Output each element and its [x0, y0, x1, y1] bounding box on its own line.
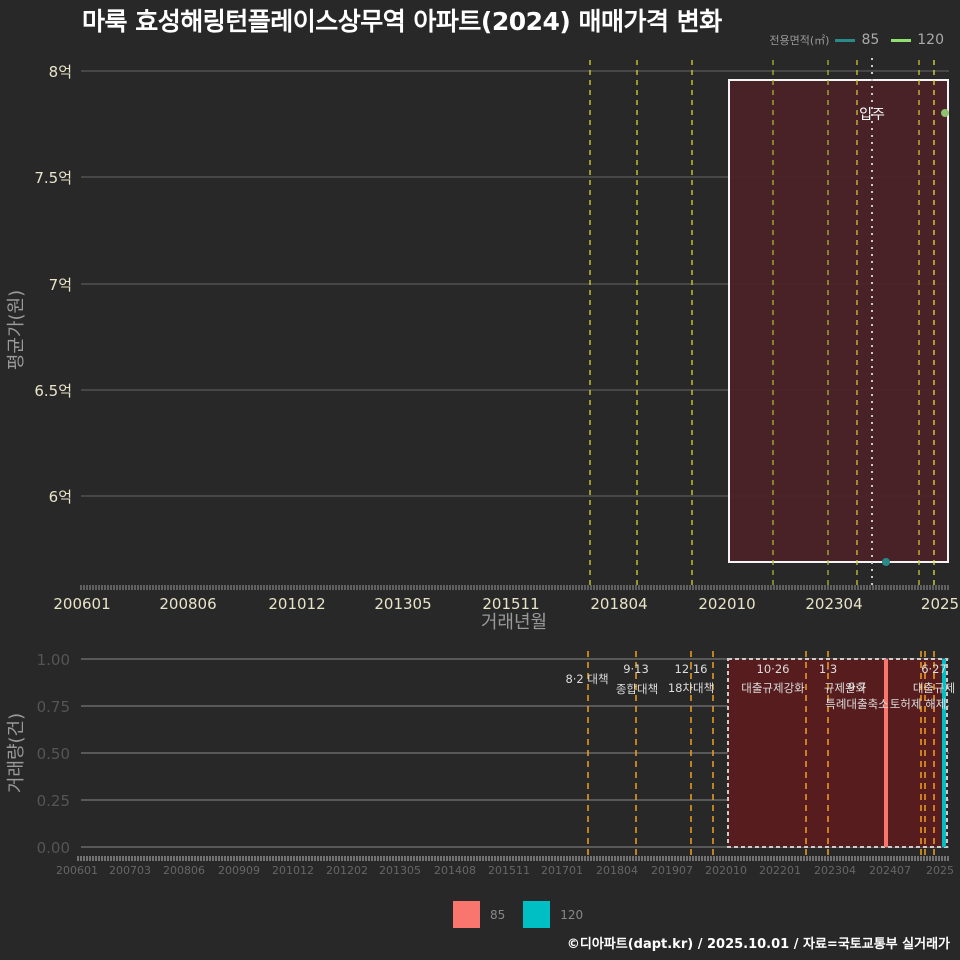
policy-annotation: 10·26 [757, 662, 790, 676]
policy-annotation: 토허제 해제 [890, 697, 947, 711]
x-tick-label: 202201 [759, 864, 801, 877]
x-tick-label: 200601 [53, 595, 110, 613]
x-tick-label: 200703 [109, 864, 151, 877]
x-tick-label: 201408 [434, 864, 476, 877]
x-tick-label: 202010 [705, 864, 747, 877]
y-axis-title: 평균가(원) [6, 290, 27, 370]
policy-annotation: 18차대책 [668, 681, 714, 695]
legend-box-120 [523, 901, 551, 928]
legend-swatch-120 [891, 38, 912, 42]
policy-annotation: 8·2 대책 [565, 672, 608, 686]
policy-annotation: 12·16 [675, 662, 708, 676]
legend-label-120: 120 [917, 32, 944, 48]
y-tick-label: 6억 [49, 488, 72, 506]
y-tick-label: 7억 [49, 276, 72, 294]
x-tick-label: 201511 [482, 595, 539, 613]
x-tick-label: 200909 [218, 864, 260, 877]
data-point-85 [882, 558, 890, 566]
y-tick-label: 0.50 [37, 745, 70, 763]
data-point-120 [941, 109, 949, 117]
y-tick-label: 6.5억 [34, 382, 72, 400]
policy-annotation: 대출규제 [913, 681, 955, 695]
x-tick-label: 201907 [651, 864, 693, 877]
period-highlight-rect [728, 79, 949, 563]
x-tick-label: 201012 [272, 864, 314, 877]
x-tick-label: 201701 [541, 864, 583, 877]
policy-annotation: 특례대출축소 [825, 697, 888, 711]
legend-label-85: 85 [861, 32, 880, 48]
x-tick-label: 202407 [869, 864, 911, 877]
policy-annotation: 1·3 [819, 662, 837, 676]
x-tick-label: 200601 [56, 864, 98, 877]
x-tick-label: 202010 [698, 595, 755, 613]
bottom-legend: 85 120 [453, 901, 583, 928]
x-tick-label: 2025 [926, 864, 954, 877]
x-tick-label: 2025 [921, 595, 959, 613]
x-tick-label: 201202 [326, 864, 368, 877]
y-tick-label: 8억 [49, 63, 72, 81]
y-axis-title: 거래량(건) [6, 713, 27, 793]
legend-bot-label-120: 120 [560, 907, 584, 922]
y-tick-label: 1.00 [37, 651, 70, 669]
policy-annotation: 종합대책 [616, 682, 658, 696]
policy-annotation: 대출규제강화 [741, 681, 805, 695]
policy-annotation: 9·13 [623, 662, 649, 676]
bar-120 [942, 659, 946, 847]
x-tick-label: 200806 [163, 864, 205, 877]
chart-title: 마룩 효성해링턴플레이스상무역 아파트(2024) 매매가격 변화 [82, 7, 722, 36]
legend-title: 전용면적(㎡) [769, 34, 830, 47]
x-tick-label: 201305 [379, 864, 421, 877]
x-tick-label: 201012 [268, 595, 325, 613]
x-tick-label: 202304 [814, 864, 856, 877]
y-tick-label: 0.75 [37, 698, 70, 716]
legend-bot-label-85: 85 [490, 907, 506, 922]
legend-swatch-85 [835, 38, 856, 42]
legend-box-85 [453, 901, 480, 928]
y-tick-label: 7.5억 [34, 169, 72, 187]
y-tick-label: 0.00 [37, 839, 70, 857]
top-legend: 전용면적(㎡) 85 120 [769, 32, 950, 48]
period-highlight-rect [727, 658, 948, 848]
x-tick-label: 200806 [159, 595, 216, 613]
y-tick-label: 0.25 [37, 792, 70, 810]
x-tick-label: 201305 [374, 595, 431, 613]
x-tick-label: 201804 [590, 595, 647, 613]
x-tick-label: 202304 [805, 595, 862, 613]
x-axis-title: 거래년월 [481, 612, 547, 633]
bar-85 [884, 659, 888, 847]
move-in-label: 입주 [859, 107, 885, 123]
policy-annotation: 규제완화 [824, 681, 867, 695]
x-tick-label: 201511 [488, 864, 530, 877]
credit-text: ©디아파트(dapt.kr) / 2025.10.01 / 자료=국토교통부 실… [566, 937, 950, 952]
policy-annotation: 6·27 [921, 662, 947, 676]
x-tick-label: 201804 [596, 864, 638, 877]
policy-annotation: 9·7 [848, 680, 866, 694]
